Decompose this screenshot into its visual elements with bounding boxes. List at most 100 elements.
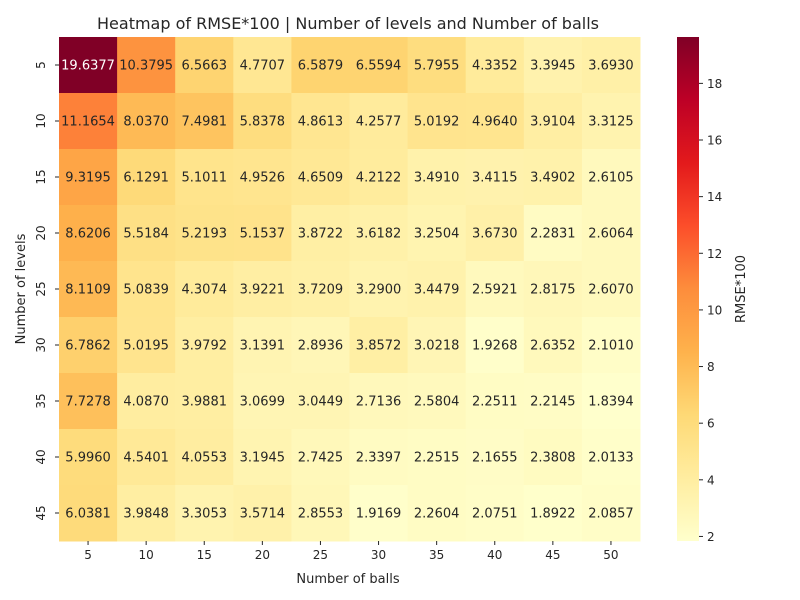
heatmap-cell: [465, 429, 525, 486]
cell-value-label: 19.6377: [61, 59, 115, 74]
cell-value-label: 1.8922: [530, 507, 576, 522]
colorbar: [677, 37, 699, 541]
cell-value-label: 3.4902: [530, 171, 576, 186]
cell-value-label: 2.7136: [356, 395, 402, 410]
y-axis: 5 10 15 20 25 30 35 40 45: [34, 61, 59, 521]
heatmap-cell: [523, 317, 583, 374]
heatmap-cell: [581, 317, 641, 374]
heatmap-cell: [59, 261, 118, 318]
heatmap-cell: [291, 37, 350, 94]
x-tick-label: 40: [487, 548, 502, 562]
x-tick-label: 10: [139, 548, 154, 562]
cell-value-label: 4.9640: [472, 115, 518, 130]
x-tick-label: 50: [603, 548, 618, 562]
heatmap-cell: [465, 37, 525, 94]
heatmap-cell: [233, 373, 292, 430]
heatmap-cell: [349, 93, 409, 150]
heatmap-cell: [175, 261, 234, 318]
heatmap-cell: [349, 317, 409, 374]
heatmap-cell: [175, 149, 234, 206]
heatmap-cell: [407, 373, 467, 430]
cell-value-label: 2.7425: [298, 451, 344, 466]
colorbar-tick-label: 2: [707, 530, 715, 544]
x-tick-label: 15: [197, 548, 212, 562]
heatmap-cell: [407, 317, 467, 374]
cell-value-label: 2.3808: [530, 451, 576, 466]
heatmap-cell: [349, 205, 409, 262]
cell-value-label: 5.0195: [123, 339, 169, 354]
heatmap-cell: [59, 37, 118, 94]
y-tick-label: 5: [34, 61, 48, 69]
heatmap-cell: [233, 485, 292, 542]
cell-value-label: 2.8553: [298, 507, 344, 522]
colorbar-tick-label: 14: [707, 190, 722, 204]
heatmap-cell: [581, 429, 641, 486]
cell-value-label: 2.0857: [588, 507, 634, 522]
heatmap-cell: [523, 37, 583, 94]
colorbar-tick-label: 12: [707, 247, 722, 261]
heatmap-cell: [117, 317, 176, 374]
cell-value-label: 8.6206: [65, 227, 111, 242]
cell-value-label: 3.8722: [298, 227, 344, 242]
heatmap-cell: [349, 149, 409, 206]
cell-value-label: 2.5921: [472, 283, 518, 298]
heatmap-cell: [465, 149, 525, 206]
cell-value-label: 5.1011: [182, 171, 228, 186]
heatmap-cell: [175, 93, 234, 150]
heatmap-cell: [291, 93, 350, 150]
cell-value-label: 3.9221: [240, 283, 286, 298]
cell-value-label: 6.5594: [356, 59, 402, 74]
heatmap-cell: [59, 317, 118, 374]
heatmap-cell: [291, 149, 350, 206]
cell-value-label: 10.3795: [119, 59, 173, 74]
cell-value-label: 3.4910: [414, 171, 460, 186]
cell-value-label: 9.3195: [65, 171, 111, 186]
cell-value-label: 3.4115: [472, 171, 518, 186]
cell-value-label: 3.2504: [414, 227, 460, 242]
heatmap-cell: [59, 93, 118, 150]
heatmap-cell: [465, 485, 525, 542]
cell-value-label: 3.0699: [240, 395, 286, 410]
heatmap-cell: [407, 261, 467, 318]
heatmap-cell: [117, 93, 176, 150]
cell-value-label: 4.0870: [123, 395, 169, 410]
heatmap-cell: [523, 373, 583, 430]
cell-value-label: 3.3125: [588, 115, 634, 130]
cell-value-label: 3.1391: [240, 339, 286, 354]
cell-value-label: 3.3945: [530, 59, 576, 74]
cell-value-label: 2.6352: [530, 339, 576, 354]
cell-value-label: 3.6730: [472, 227, 518, 242]
cell-value-label: 5.0839: [123, 283, 169, 298]
cell-value-label: 3.9792: [182, 339, 228, 354]
heatmap-cell: [175, 373, 234, 430]
heatmap-cell: [233, 261, 292, 318]
cell-value-label: 2.6105: [588, 171, 634, 186]
x-tick-label: 20: [255, 548, 270, 562]
x-tick-label: 35: [429, 548, 444, 562]
heatmap-cell: [59, 429, 118, 486]
cell-value-label: 4.3074: [182, 283, 228, 298]
heatmap-cell: [581, 37, 641, 94]
heatmap-cell: [349, 485, 409, 542]
heatmap-cell-labels: 19.6377 10.3795 6.5663 4.7707 6.5879 6.5594 5.…: [61, 59, 634, 522]
cell-value-label: 3.9104: [530, 115, 576, 130]
cell-value-label: 6.1291: [123, 171, 169, 186]
x-tick-label: 5: [84, 548, 92, 562]
heatmap-cell: [175, 317, 234, 374]
heatmap-cell: [523, 485, 583, 542]
heatmap-cell: [59, 373, 118, 430]
cell-value-label: 4.6509: [298, 171, 344, 186]
cell-value-label: 2.6064: [588, 227, 634, 242]
colorbar-tick-label: 6: [707, 417, 715, 431]
heatmap-cell: [465, 93, 525, 150]
cell-value-label: 11.1654: [61, 115, 115, 130]
colorbar-tick-label: 10: [707, 303, 722, 317]
heatmap-cell: [175, 205, 234, 262]
heatmap-cell: [59, 485, 118, 542]
heatmap-cell: [407, 93, 467, 150]
cell-value-label: 2.2145: [530, 395, 576, 410]
cell-value-label: 2.1655: [472, 451, 518, 466]
y-tick-label: 40: [34, 449, 48, 464]
heatmap-cell: [175, 485, 234, 542]
heatmap-cell: [233, 93, 292, 150]
